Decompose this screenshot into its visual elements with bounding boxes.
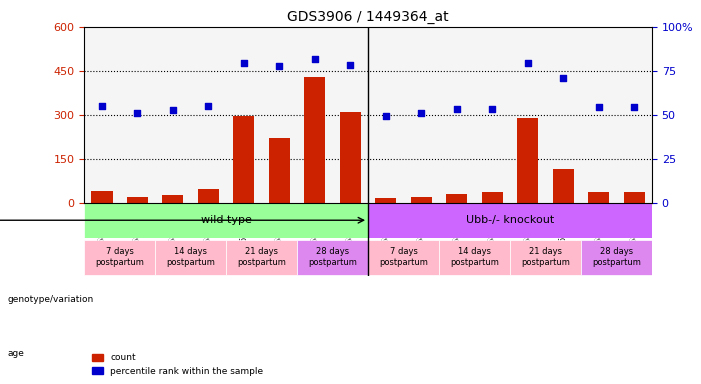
Point <box>203 103 214 109</box>
Point <box>309 56 320 62</box>
Point <box>557 75 569 81</box>
Point <box>593 104 604 111</box>
FancyBboxPatch shape <box>439 240 510 275</box>
Bar <box>198 189 219 203</box>
Text: 14 days
postpartum: 14 days postpartum <box>166 247 215 267</box>
Bar <box>624 192 645 203</box>
Text: age: age <box>7 349 24 358</box>
Point <box>345 62 356 68</box>
Legend: count, percentile rank within the sample: count, percentile rank within the sample <box>88 350 267 379</box>
Point <box>486 106 498 112</box>
FancyBboxPatch shape <box>84 203 368 238</box>
Text: 21 days
postpartum: 21 days postpartum <box>237 247 286 267</box>
Bar <box>552 169 574 203</box>
Bar <box>233 116 254 203</box>
Bar <box>340 112 361 203</box>
Point <box>132 110 143 116</box>
Bar <box>482 192 503 203</box>
Point <box>380 113 391 119</box>
Text: 7 days
postpartum: 7 days postpartum <box>379 247 428 267</box>
Bar <box>91 191 112 203</box>
Title: GDS3906 / 1449364_at: GDS3906 / 1449364_at <box>287 10 449 25</box>
Bar <box>411 197 432 203</box>
Point <box>451 106 463 112</box>
Bar <box>375 198 397 203</box>
Point <box>238 60 250 66</box>
Bar <box>127 197 148 203</box>
Bar <box>304 77 325 203</box>
FancyBboxPatch shape <box>510 240 581 275</box>
Bar <box>588 192 609 203</box>
Point <box>416 110 427 116</box>
Point <box>96 103 107 109</box>
Text: Ubb-/- knockout: Ubb-/- knockout <box>466 215 554 225</box>
Bar <box>517 118 538 203</box>
Bar <box>162 195 184 203</box>
FancyBboxPatch shape <box>155 240 226 275</box>
FancyBboxPatch shape <box>297 240 368 275</box>
FancyBboxPatch shape <box>226 240 297 275</box>
Text: genotype/variation: genotype/variation <box>7 295 93 304</box>
Bar <box>446 194 468 203</box>
FancyBboxPatch shape <box>368 203 652 238</box>
Point <box>168 107 179 113</box>
FancyBboxPatch shape <box>368 240 439 275</box>
Point <box>273 63 285 70</box>
FancyBboxPatch shape <box>581 240 652 275</box>
Point <box>629 104 640 111</box>
FancyBboxPatch shape <box>84 240 155 275</box>
Text: 14 days
postpartum: 14 days postpartum <box>450 247 499 267</box>
Bar <box>268 138 290 203</box>
Text: 7 days
postpartum: 7 days postpartum <box>95 247 144 267</box>
Text: 21 days
postpartum: 21 days postpartum <box>521 247 570 267</box>
Text: 28 days
postpartum: 28 days postpartum <box>308 247 357 267</box>
Text: wild type: wild type <box>200 215 252 225</box>
Point <box>522 60 533 66</box>
Text: 28 days
postpartum: 28 days postpartum <box>592 247 641 267</box>
